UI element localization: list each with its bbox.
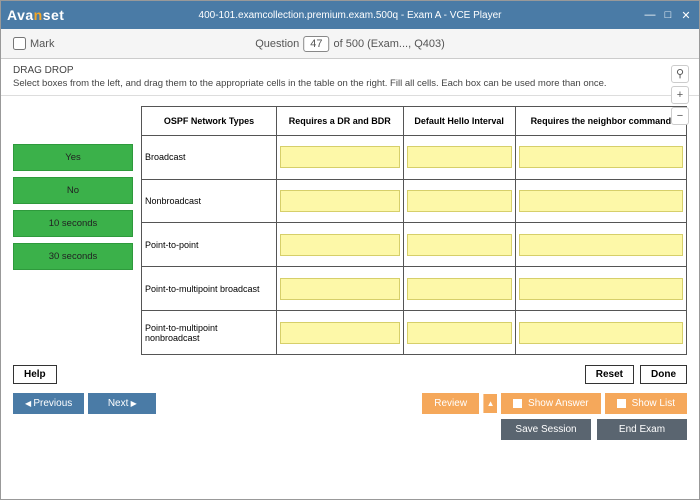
question-suffix: of 500 (Exam..., Q403)	[334, 38, 445, 50]
content-area: Yes No 10 seconds 30 seconds OSPF Networ…	[1, 96, 699, 361]
logo-accent: n	[34, 7, 43, 23]
logo-post: set	[43, 7, 65, 23]
drop-cell[interactable]	[519, 234, 683, 256]
window-title: 400-101.examcollection.premium.exam.500q…	[199, 10, 502, 21]
table-header-row: OSPF Network Types Requires a DR and BDR…	[142, 107, 687, 136]
header-hello: Default Hello Interval	[403, 107, 515, 136]
search-icon[interactable]: ⚲	[671, 65, 689, 83]
row-broadcast: Broadcast	[142, 135, 277, 179]
table-row: Nonbroadcast	[142, 179, 687, 223]
row-nonbroadcast: Nonbroadcast	[142, 179, 277, 223]
zoom-controls: ⚲ + −	[671, 65, 689, 125]
drop-cell[interactable]	[519, 146, 683, 168]
square-icon	[617, 399, 626, 408]
previous-button[interactable]: Previous	[13, 393, 84, 414]
drop-cell[interactable]	[407, 190, 512, 212]
mark-checkbox[interactable]	[13, 37, 26, 50]
source-yes[interactable]: Yes	[13, 144, 133, 171]
drop-cell[interactable]	[519, 278, 683, 300]
zoom-in-button[interactable]: +	[671, 86, 689, 104]
row-p2mp-bc: Point-to-multipoint broadcast	[142, 267, 277, 311]
instructions: DRAG DROP Select boxes from the left, an…	[1, 59, 699, 96]
show-answer-button[interactable]: Show Answer	[501, 393, 601, 414]
table-row: Point-to-multipoint nonbroadcast	[142, 311, 687, 355]
square-icon	[513, 399, 522, 408]
reset-button[interactable]: Reset	[585, 365, 634, 384]
instruction-text: Select boxes from the left, and drag the…	[13, 78, 687, 89]
done-button[interactable]: Done	[640, 365, 687, 384]
instruction-title: DRAG DROP	[13, 65, 687, 76]
header-types: OSPF Network Types	[142, 107, 277, 136]
mark-label: Mark	[30, 38, 54, 50]
header-neighbor: Requires the neighbor command	[515, 107, 686, 136]
drop-cell[interactable]	[280, 146, 400, 168]
nav-row: Previous Next Review ▲ Show Answer Show …	[1, 388, 699, 419]
show-list-label: Show List	[632, 398, 675, 409]
window-controls: — □ ✕	[643, 9, 693, 22]
show-answer-label: Show Answer	[528, 398, 589, 409]
drop-cell[interactable]	[519, 190, 683, 212]
drop-cell[interactable]	[407, 234, 512, 256]
save-session-button[interactable]: Save Session	[501, 419, 591, 440]
logo-pre: Ava	[7, 7, 34, 23]
row-p2mp-nbc: Point-to-multipoint nonbroadcast	[142, 311, 277, 355]
table-row: Point-to-point	[142, 223, 687, 267]
source-no[interactable]: No	[13, 177, 133, 204]
drop-cell[interactable]	[407, 322, 512, 344]
logo: Avanset	[7, 7, 64, 23]
header-dr-bdr: Requires a DR and BDR	[277, 107, 404, 136]
table-row: Point-to-multipoint broadcast	[142, 267, 687, 311]
drop-cell[interactable]	[280, 190, 400, 212]
question-indicator: Question 47 of 500 (Exam..., Q403)	[255, 36, 445, 52]
drop-cell[interactable]	[280, 322, 400, 344]
drop-cell[interactable]	[519, 322, 683, 344]
review-label: Review	[434, 398, 467, 409]
minimize-button[interactable]: —	[643, 9, 657, 22]
question-number: 47	[303, 36, 329, 52]
drop-cell[interactable]	[280, 234, 400, 256]
review-dropdown[interactable]: ▲	[483, 394, 497, 413]
action-row: Help Reset Done	[1, 361, 699, 388]
review-button[interactable]: Review	[422, 393, 479, 414]
drop-cell[interactable]	[280, 278, 400, 300]
table-row: Broadcast	[142, 135, 687, 179]
close-button[interactable]: ✕	[679, 9, 693, 22]
source-10s[interactable]: 10 seconds	[13, 210, 133, 237]
source-30s[interactable]: 30 seconds	[13, 243, 133, 270]
end-exam-button[interactable]: End Exam	[597, 419, 687, 440]
help-button[interactable]: Help	[13, 365, 57, 384]
drag-sources: Yes No 10 seconds 30 seconds	[13, 106, 133, 355]
title-bar: Avanset 400-101.examcollection.premium.e…	[1, 1, 699, 29]
zoom-out-button[interactable]: −	[671, 107, 689, 125]
bottom-row: Save Session End Exam	[1, 419, 699, 446]
answer-table: OSPF Network Types Requires a DR and BDR…	[141, 106, 687, 355]
row-p2p: Point-to-point	[142, 223, 277, 267]
drop-cell[interactable]	[407, 278, 512, 300]
question-label: Question	[255, 38, 299, 50]
show-list-button[interactable]: Show List	[605, 393, 687, 414]
next-button[interactable]: Next	[88, 393, 156, 414]
question-bar: Mark Question 47 of 500 (Exam..., Q403)	[1, 29, 699, 59]
drop-cell[interactable]	[407, 146, 512, 168]
maximize-button[interactable]: □	[661, 9, 675, 22]
